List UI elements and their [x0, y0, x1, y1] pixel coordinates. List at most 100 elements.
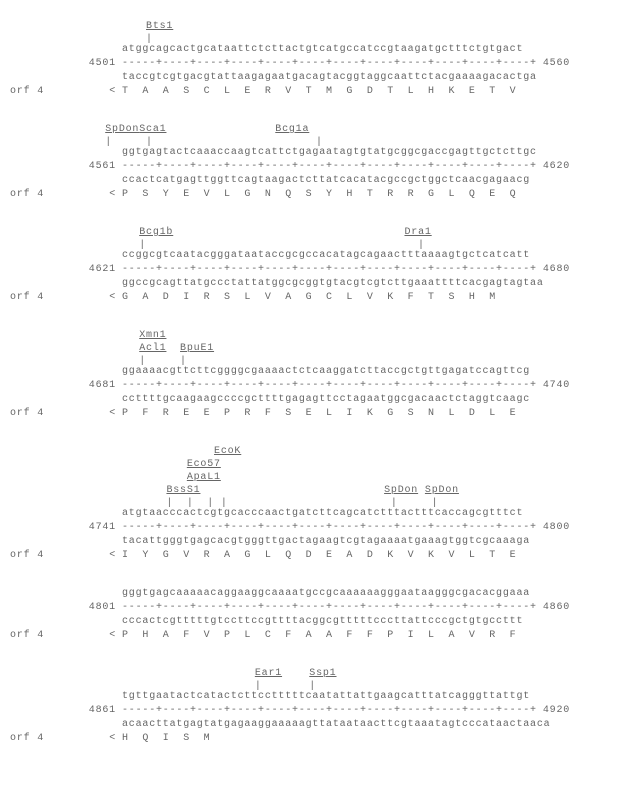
end-pos: 4740: [537, 379, 570, 392]
start-pos: 4861: [80, 704, 122, 717]
tick-row: | |: [10, 680, 630, 690]
seq-top: tgttgaatactcatactcttcctttttcaatattattgaa…: [10, 690, 630, 704]
seq-bottom: ccttttgcaagaagccccgcttttgagagttcctagaatg…: [10, 393, 630, 407]
seq-forward: tgttgaatactcatactcttcctttttcaatattattgaa…: [122, 690, 530, 703]
sequence-section: Ear1 Ssp1 | |tgttgaatactcatactcttccttttt…: [10, 667, 630, 746]
seq-reverse: cccactcgtttttgtccttccgttttacggcgtttttccc…: [122, 615, 523, 628]
sequence-section: gggtgagcaaaaacaggaaggcaaaatgccgcaaaaaagg…: [10, 587, 630, 643]
seq-reverse: ccttttgcaagaagccccgcttttgagagttcctagaatg…: [122, 393, 530, 406]
dash-line: -----+----+----+----+----+----+----+----…: [122, 704, 537, 717]
enzyme-row: SpDonSca1 Bcg1a: [10, 123, 630, 136]
translation: T A A S C L E R V T M G D T L H K E T V: [122, 85, 516, 98]
orf-label: orf 4: [10, 188, 80, 201]
seq-forward: ccggcgtcaatacgggataataccgcgccacatagcagaa…: [122, 249, 530, 262]
seq-dash: 4501-----+----+----+----+----+----+----+…: [10, 57, 630, 71]
orf-label: orf 4: [10, 85, 80, 98]
translation-row: orf 4<P H A F V P L C F A A F F P I L A …: [10, 629, 630, 643]
enzyme-row: Bts1: [10, 20, 630, 33]
enzyme-label: SpDon: [425, 485, 459, 496]
enzyme-label: Bcg1a: [275, 124, 309, 135]
enzyme-row: ApaL1: [10, 471, 630, 484]
seq-dash: 4621-----+----+----+----+----+----+----+…: [10, 263, 630, 277]
seq-bottom: acaacttatgagtatgagaaggaaaaagttataataactt…: [10, 718, 630, 732]
start-pos: 4801: [80, 601, 122, 614]
seq-bottom: taccgtcgtgacgtattaagagaatgacagtacggtaggc…: [10, 71, 630, 85]
start-pos: 4501: [80, 57, 122, 70]
enzyme-label: SpDon: [105, 124, 139, 135]
seq-reverse: ccactcatgagttggttcagtaagactcttatcacatacg…: [122, 174, 530, 187]
tick-row: | | | | | |: [10, 497, 630, 507]
translation: P S Y E V L G N Q S Y H T R R G L Q E Q: [122, 188, 516, 201]
seq-reverse: ggccgcagttatgccctattatggcgcggtgtacgtcgtc…: [122, 277, 544, 290]
dash-line: -----+----+----+----+----+----+----+----…: [122, 57, 537, 70]
seq-reverse: acaacttatgagtatgagaaggaaaaagttataataactt…: [122, 718, 550, 731]
translation-row: orf 4<I Y G V R A G L Q D E A D K V K V …: [10, 549, 630, 563]
sequence-section: Bcg1b Dra1 | |ccggcgtcaatacgggataataccgc…: [10, 226, 630, 305]
translation-row: orf 4<G A D I R S L V A G C L V K F T S …: [10, 291, 630, 305]
enzyme-row: Xmn1: [10, 329, 630, 342]
tick-row: | |: [10, 355, 630, 365]
orf-label: orf 4: [10, 407, 80, 420]
enzyme-row: Bcg1b Dra1: [10, 226, 630, 239]
translation: P F R E E P R F S E L I K G S N L D L E: [122, 407, 516, 420]
seq-forward: atgtaacccactcgtgcacccaactgatcttcagcatctt…: [122, 507, 523, 520]
seq-dash: 4681-----+----+----+----+----+----+----+…: [10, 379, 630, 393]
direction-arrow: <: [80, 549, 122, 562]
seq-reverse: taccgtcgtgacgtattaagagaatgacagtacggtaggc…: [122, 71, 537, 84]
translation-row: orf 4<P F R E E P R F S E L I K G S N L …: [10, 407, 630, 421]
translation: I Y G V R A G L Q D E A D K V K V L T E: [122, 549, 516, 562]
end-pos: 4800: [537, 521, 570, 534]
seq-dash: 4741-----+----+----+----+----+----+----+…: [10, 521, 630, 535]
direction-arrow: <: [80, 188, 122, 201]
orf-label: orf 4: [10, 629, 80, 642]
enzyme-label: Sca1: [139, 124, 166, 135]
tick-row: | | |: [10, 136, 630, 146]
direction-arrow: <: [80, 407, 122, 420]
seq-forward: ggaaaacgttcttcggggcgaaaactctcaaggatcttac…: [122, 365, 530, 378]
seq-forward: gggtgagcaaaaacaggaaggcaaaatgccgcaaaaaagg…: [122, 587, 530, 600]
seq-bottom: tacattgggtgagcacgtgggttgactagaagtcgtagaa…: [10, 535, 630, 549]
enzyme-label: Bts1: [146, 21, 173, 32]
direction-arrow: <: [80, 85, 122, 98]
seq-bottom: cccactcgtttttgtccttccgttttacggcgtttttccc…: [10, 615, 630, 629]
seq-dash: 4801-----+----+----+----+----+----+----+…: [10, 601, 630, 615]
dash-line: -----+----+----+----+----+----+----+----…: [122, 263, 537, 276]
enzyme-row: Eco57: [10, 458, 630, 471]
seq-top: ggaaaacgttcttcggggcgaaaactctcaaggatcttac…: [10, 365, 630, 379]
enzyme-label: EcoK: [214, 446, 241, 457]
enzyme-label: Ear1: [255, 668, 282, 679]
seq-forward: ggtgagtactcaaaccaagtcattctgagaatagtgtatg…: [122, 146, 537, 159]
dash-line: -----+----+----+----+----+----+----+----…: [122, 521, 537, 534]
sequence-section: EcoK Eco57 ApaL1 BssS1 SpDon SpDon | | |…: [10, 445, 630, 563]
enzyme-row: EcoK: [10, 445, 630, 458]
enzyme-label: Xmn1: [139, 330, 166, 341]
sequence-section: Xmn1 Acl1 BpuE1 | |ggaaaacgttcttcggggcga…: [10, 329, 630, 421]
start-pos: 4621: [80, 263, 122, 276]
end-pos: 4860: [537, 601, 570, 614]
seq-top: atggcagcactgcataattctcttactgtcatgccatccg…: [10, 43, 630, 57]
translation: P H A F V P L C F A A F F P I L A V R F: [122, 629, 516, 642]
enzyme-label: ApaL1: [187, 472, 221, 483]
sequence-section: SpDonSca1 Bcg1a | | |ggtgagtactcaaaccaag…: [10, 123, 630, 202]
enzyme-label: Eco57: [187, 459, 221, 470]
end-pos: 4620: [537, 160, 570, 173]
translation-row: orf 4<P S Y E V L G N Q S Y H T R R G L …: [10, 188, 630, 202]
direction-arrow: <: [80, 291, 122, 304]
tick-row: | |: [10, 239, 630, 249]
translation-row: orf 4<T A A S C L E R V T M G D T L H K …: [10, 85, 630, 99]
start-pos: 4681: [80, 379, 122, 392]
seq-top: atgtaacccactcgtgcacccaactgatcttcagcatctt…: [10, 507, 630, 521]
dash-line: -----+----+----+----+----+----+----+----…: [122, 379, 537, 392]
enzyme-label: SpDon: [384, 485, 418, 496]
seq-bottom: ccactcatgagttggttcagtaagactcttatcacatacg…: [10, 174, 630, 188]
enzyme-label: Ssp1: [309, 668, 336, 679]
seq-top: ccggcgtcaatacgggataataccgcgccacatagcagaa…: [10, 249, 630, 263]
dash-line: -----+----+----+----+----+----+----+----…: [122, 160, 537, 173]
seq-reverse: tacattgggtgagcacgtgggttgactagaagtcgtagaa…: [122, 535, 530, 548]
orf-label: orf 4: [10, 549, 80, 562]
dash-line: -----+----+----+----+----+----+----+----…: [122, 601, 537, 614]
orf-label: orf 4: [10, 732, 80, 745]
seq-top: ggtgagtactcaaaccaagtcattctgagaatagtgtatg…: [10, 146, 630, 160]
enzyme-row: Acl1 BpuE1: [10, 342, 630, 355]
translation-row: orf 4<H Q I S M: [10, 732, 630, 746]
